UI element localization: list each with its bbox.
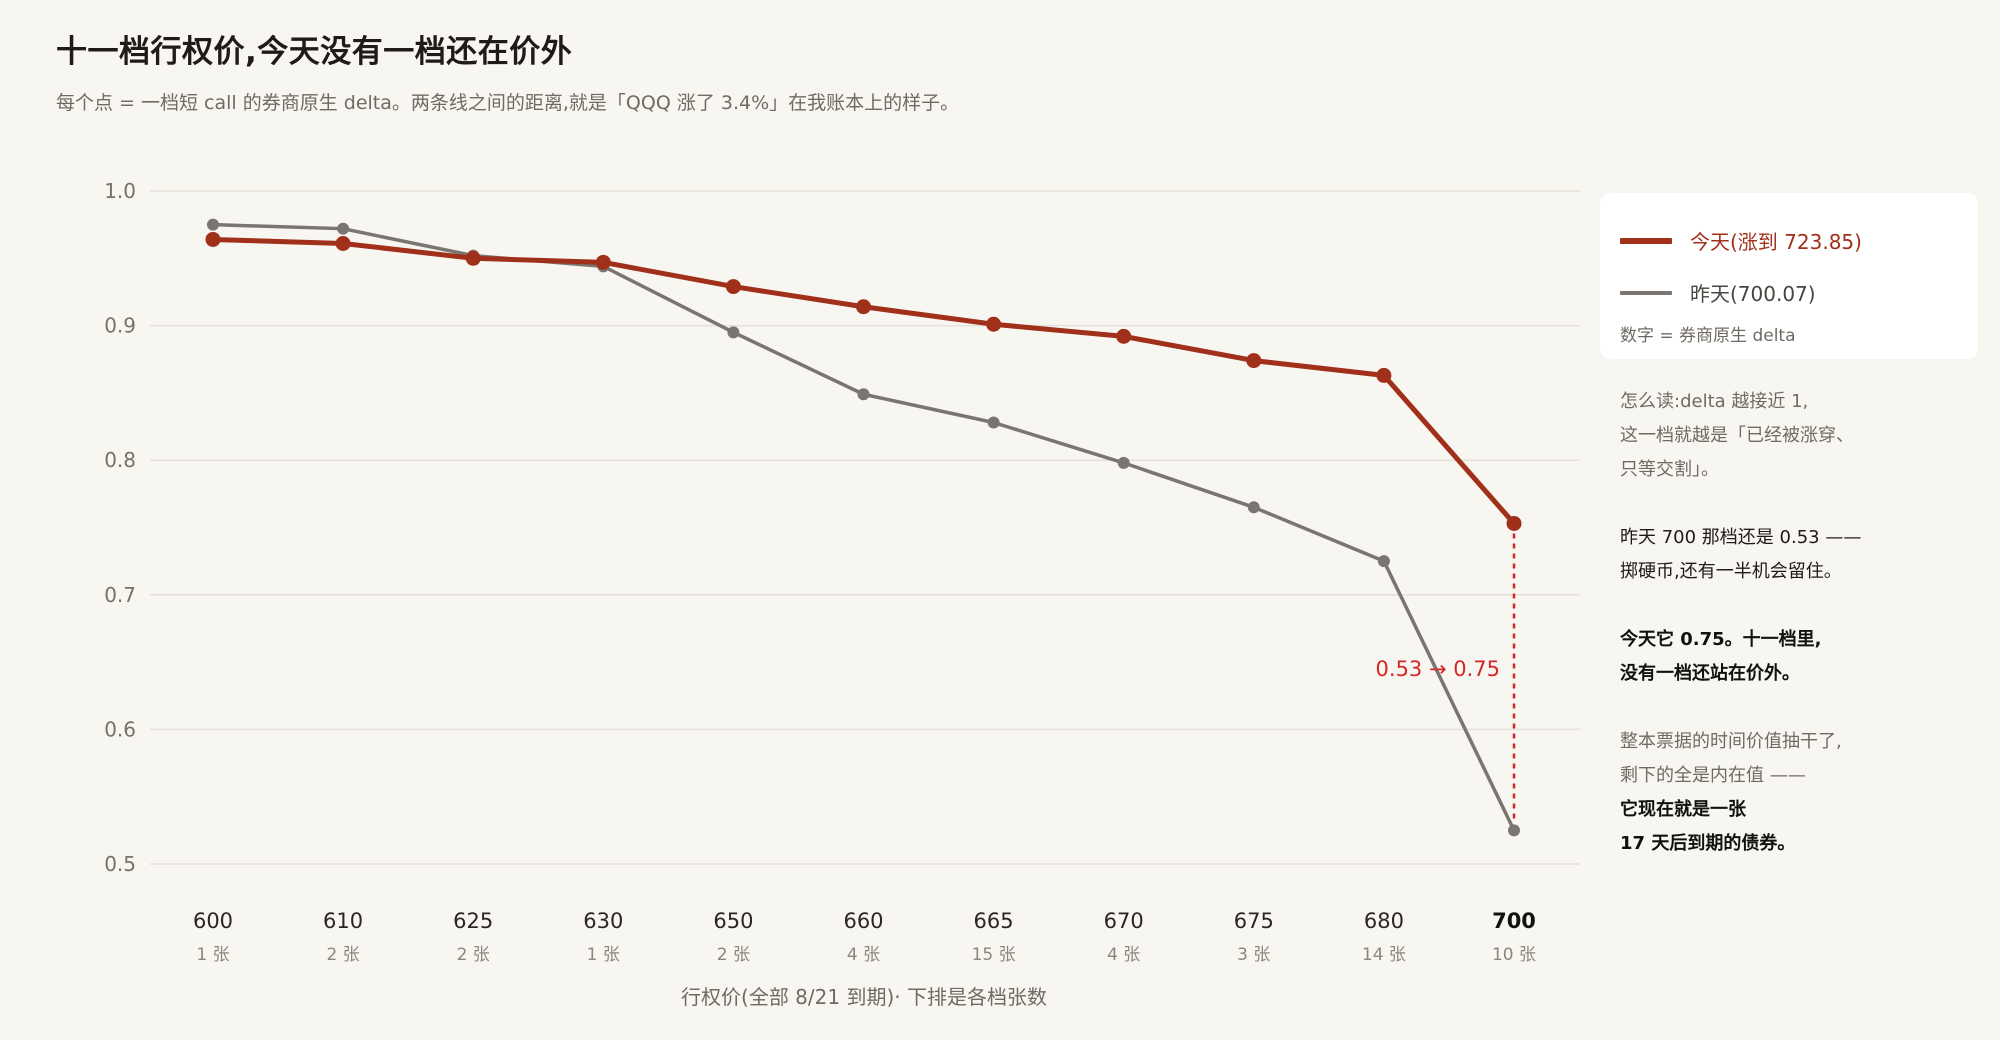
- x-tick-count: 1 张: [587, 945, 620, 965]
- x-tick-label: 600: [193, 909, 233, 933]
- x-tick-label: 700: [1492, 909, 1536, 933]
- y-tick-label: 0.8: [104, 448, 136, 472]
- data-point-yesterday: [337, 222, 350, 235]
- data-point-today: [465, 250, 481, 266]
- x-tick-count: 3 张: [1237, 945, 1270, 965]
- x-tick-label: 665: [974, 909, 1014, 933]
- y-tick-label: 0.6: [104, 717, 136, 741]
- note-line: 只等交割」。: [1620, 459, 1719, 480]
- change-annotation: 0.53 → 0.75: [1376, 657, 1500, 681]
- series-line-today: [212, 236, 1516, 526]
- note-today: 今天它 0.75。十一档里, 没有一档还站在价外。: [1620, 623, 1980, 691]
- x-tick-count: 15 张: [972, 945, 1016, 965]
- y-tick-label: 0.7: [104, 583, 136, 607]
- legend-label-yesterday: 昨天(700.07): [1690, 282, 1816, 306]
- data-point-today: [205, 231, 221, 247]
- note-yesterday: 昨天 700 那档还是 0.53 —— 掷硬币,还有一半机会留住。: [1620, 521, 1980, 589]
- x-tick-label: 625: [453, 909, 493, 933]
- data-point-today: [986, 316, 1002, 332]
- x-tick-count: 10 张: [1492, 945, 1536, 965]
- data-point-yesterday: [207, 218, 219, 231]
- data-point-today: [856, 299, 871, 315]
- data-point-yesterday: [857, 388, 870, 401]
- data-point-yesterday: [1377, 555, 1390, 568]
- side-notes: 怎么读:delta 越接近 1, 这一档就越是「已经被涨穿、 只等交割」。 昨天…: [1620, 385, 1980, 895]
- series-line-yesterday: [212, 222, 1516, 832]
- note-line: 怎么读:delta 越接近 1,: [1620, 391, 1809, 412]
- legend-label-today: 今天(涨到 723.85): [1690, 230, 1862, 254]
- data-point-yesterday: [987, 416, 1000, 429]
- note-line: 它现在就是一张: [1620, 799, 1746, 820]
- legend-item-yesterday: 昨天(700.07): [1620, 278, 1816, 307]
- y-tick-label: 1.0: [104, 179, 136, 203]
- x-tick-count: 4 张: [847, 945, 880, 965]
- data-point-today: [335, 235, 351, 251]
- legend-swatch-today: [1620, 237, 1672, 244]
- note-how-to-read: 怎么读:delta 越接近 1, 这一档就越是「已经被涨穿、 只等交割」。: [1620, 385, 1980, 487]
- data-point-today: [595, 254, 611, 270]
- x-tick-count: 14 张: [1362, 945, 1406, 965]
- y-tick-label: 0.9: [104, 314, 136, 338]
- x-tick-count: 2 张: [457, 945, 490, 965]
- data-point-today: [1116, 328, 1132, 344]
- note-conclusion: 整本票据的时间价值抽干了, 剩下的全是内在值 —— 它现在就是一张 17 天后到…: [1620, 725, 1980, 861]
- x-tick-label: 650: [713, 909, 753, 933]
- note-line: 今天它 0.75。十一档里,: [1620, 629, 1822, 650]
- x-tick-count: 4 张: [1107, 945, 1140, 965]
- x-tick-count: 1 张: [196, 945, 229, 965]
- data-point-yesterday: [1117, 456, 1130, 469]
- data-point-today: [1506, 515, 1522, 531]
- note-line: 17 天后到期的债券。: [1620, 833, 1796, 854]
- chart-title: 十一档行权价,今天没有一档还在价外: [56, 34, 573, 70]
- data-point-today: [1246, 353, 1262, 369]
- y-tick-label: 0.5: [104, 852, 136, 876]
- note-line: 整本票据的时间价值抽干了,: [1620, 731, 1842, 752]
- legend-swatch-yesterday: [1620, 290, 1672, 295]
- data-point-today: [725, 279, 741, 295]
- note-line: 掷硬币,还有一半机会留住。: [1620, 561, 1842, 582]
- x-tick-label: 670: [1104, 909, 1144, 933]
- data-point-yesterday: [727, 326, 740, 339]
- legend-item-today: 今天(涨到 723.85): [1620, 226, 1862, 255]
- data-point-yesterday: [1508, 824, 1520, 837]
- note-line: 没有一档还站在价外。: [1620, 663, 1800, 684]
- x-tick-label: 675: [1234, 909, 1274, 933]
- x-tick-label: 660: [843, 909, 883, 933]
- x-tick-count: 2 张: [717, 945, 750, 965]
- legend-note: 数字 = 券商原生 delta: [1620, 326, 1796, 346]
- data-point-yesterday: [1247, 501, 1260, 514]
- x-tick-label: 630: [583, 909, 623, 933]
- chart-subtitle: 每个点 = 一档短 call 的券商原生 delta。两条线之间的距离,就是「Q…: [56, 92, 960, 114]
- data-point-today: [1376, 367, 1392, 383]
- x-tick-count: 2 张: [326, 945, 359, 965]
- legend: 今天(涨到 723.85) 昨天(700.07) 数字 = 券商原生 delta: [1600, 193, 1978, 359]
- x-tick-label: 610: [323, 909, 363, 933]
- note-line: 昨天 700 那档还是 0.53 ——: [1620, 527, 1862, 548]
- note-line: 剩下的全是内在值 ——: [1620, 765, 1806, 786]
- x-tick-label: 680: [1364, 909, 1404, 933]
- x-axis-label: 行权价(全部 8/21 到期)· 下排是各档张数: [681, 985, 1047, 1009]
- note-line: 这一档就越是「已经被涨穿、: [1620, 425, 1854, 446]
